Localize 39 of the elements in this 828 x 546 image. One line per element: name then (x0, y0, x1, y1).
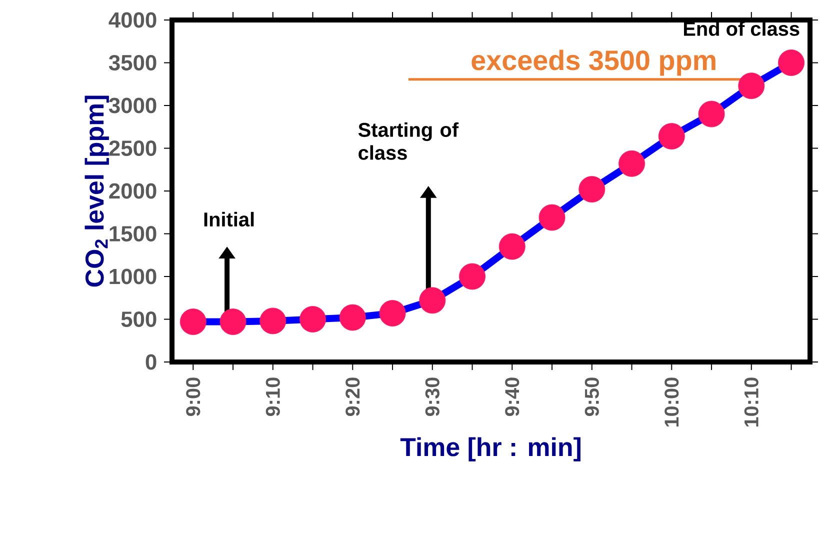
y-tick-label: 2500 (109, 140, 156, 156)
y-tick-label: 500 (121, 311, 156, 327)
y-tick-label: 4000 (108, 12, 156, 28)
point (419, 287, 446, 314)
point (578, 176, 606, 202)
annotation: Starting of class (358, 122, 459, 160)
point (339, 304, 366, 331)
y-tick-label: 1500 (110, 226, 156, 242)
y-tick-label: 2000 (109, 183, 156, 199)
point (260, 308, 286, 334)
point (738, 72, 765, 100)
point (180, 308, 206, 335)
y-tick-label: 3500 (108, 54, 156, 71)
y-tick-label: 1000 (110, 268, 156, 284)
point (498, 233, 526, 260)
x-axis-title: Time [hr : min] (400, 437, 580, 462)
x-tick-label: 9:50 (584, 378, 599, 416)
annotation: exceeds 3500 ppm (472, 50, 716, 76)
annotation: End of class (684, 21, 800, 36)
x-tick-label: 9:20 (346, 378, 360, 416)
point (538, 204, 566, 231)
point (459, 263, 486, 290)
point (618, 150, 645, 177)
y-tick-label: 3000 (108, 98, 156, 114)
point (220, 308, 246, 335)
point (300, 306, 326, 332)
x-tick-label: 10:10 (744, 378, 758, 427)
point (698, 100, 725, 128)
point (379, 300, 406, 326)
point (658, 123, 685, 150)
x-tick-label: 9:00 (186, 378, 200, 416)
x-tick-label: 10:00 (664, 378, 679, 427)
y-tick-label: 0 (146, 354, 156, 370)
x-tick-label: 9:30 (425, 378, 440, 416)
y-axis-title: CO$_{2}$ level [ppm] (84, 96, 109, 287)
x-tick-label: 9:10 (266, 378, 280, 416)
x-tick-label: 9:40 (505, 378, 520, 416)
point (778, 50, 804, 76)
annotation: Initial (204, 212, 254, 227)
